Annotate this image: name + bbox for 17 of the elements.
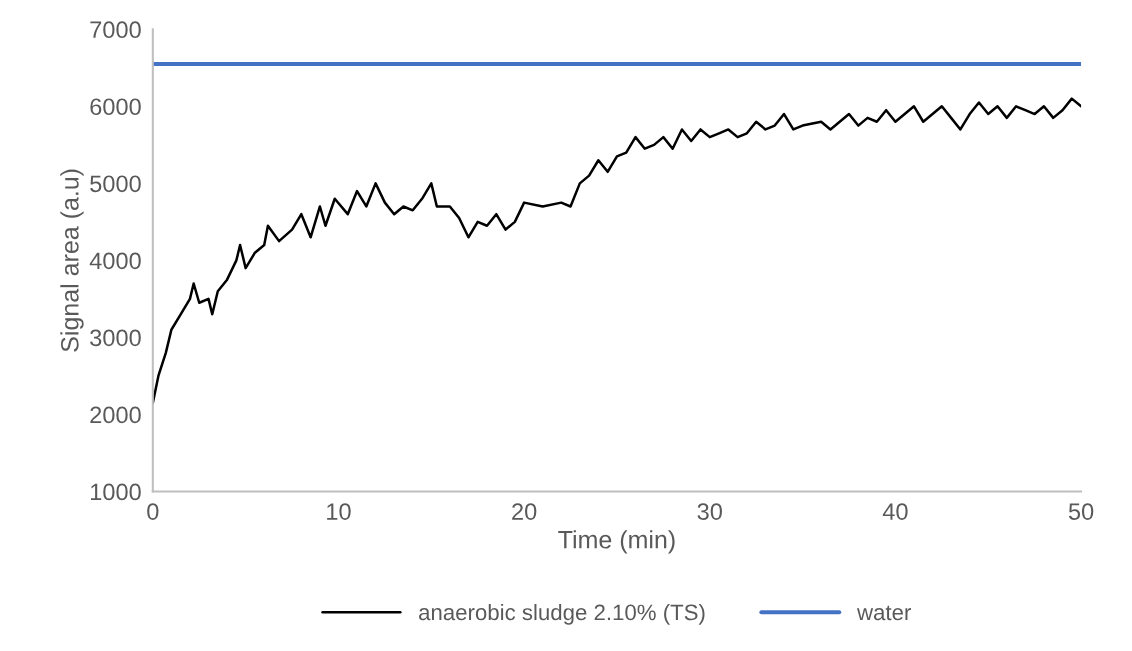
- x-tick-label: 20: [512, 503, 537, 520]
- x-tick-label: 40: [882, 503, 908, 520]
- y-tick-label: 2000: [90, 406, 141, 424]
- legend-label: water: [856, 605, 911, 621]
- y-tick-label: 5000: [90, 175, 141, 193]
- y-tick-label: 3000: [90, 329, 141, 347]
- y-axis-title: Signal area (a.u): [60, 169, 84, 352]
- y-tick-label: 4000: [89, 252, 141, 270]
- x-tick-label: 10: [327, 503, 351, 520]
- x-tick-label: 0: [147, 503, 159, 520]
- x-tick-label: 50: [1068, 503, 1094, 520]
- y-tick-label: 7000: [90, 21, 141, 39]
- legend-label: anaerobic sludge 2.10% (TS): [419, 603, 705, 625]
- x-axis-title: Time (min): [558, 530, 675, 554]
- y-tick-label: 1000: [90, 483, 141, 501]
- y-tick-label: 6000: [90, 98, 141, 116]
- x-tick-label: 30: [697, 503, 722, 520]
